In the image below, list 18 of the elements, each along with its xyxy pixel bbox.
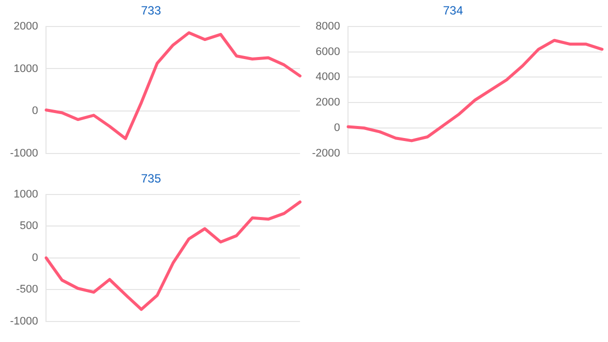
y-tick-label: 0	[32, 252, 38, 264]
y-tick-label: 6000	[316, 46, 340, 58]
chart-title: 734	[442, 4, 464, 18]
y-tick-label: 1000	[14, 188, 38, 200]
y-tick-label: -1000	[10, 315, 38, 328]
y-tick-label: 8000	[316, 20, 340, 32]
chart-title: 733	[140, 4, 162, 18]
y-tick-label: 0	[334, 122, 340, 134]
y-tick-label: 2000	[14, 20, 38, 32]
chart-title: 735	[140, 172, 162, 186]
y-tick-label: -2000	[312, 147, 340, 160]
y-tick-label: -1000	[10, 147, 38, 160]
y-tick-label: 4000	[316, 71, 340, 84]
y-tick-label: -500	[16, 284, 38, 296]
y-tick-label: 2000	[316, 96, 340, 109]
y-tick-label: 1000	[14, 62, 38, 75]
y-tick-label: 0	[32, 105, 38, 118]
y-tick-label: 500	[20, 220, 38, 232]
